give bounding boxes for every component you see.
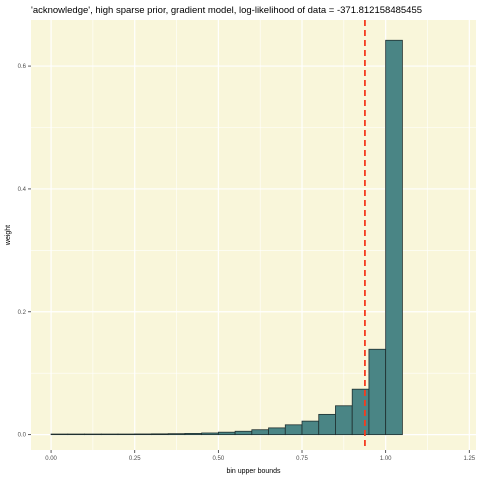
y-tick-label: 0.4 <box>18 187 27 193</box>
histogram-bar <box>301 420 320 436</box>
y-tick-label: 0.0 <box>18 433 27 439</box>
histogram-bar <box>318 413 336 436</box>
histogram-bar <box>84 433 102 436</box>
x-tick-label: 0.00 <box>45 456 57 462</box>
chart-title: 'acknowledge', high sparse prior, gradie… <box>31 5 422 16</box>
y-axis-label: weight <box>5 225 12 246</box>
histogram-bar <box>67 433 85 436</box>
x-axis-ticks: 0.00 0.25 0.50 0.75 1.00 1.25 <box>45 450 476 462</box>
y-tick-label: 0.2 <box>18 310 27 316</box>
x-tick-label: 0.50 <box>213 456 225 462</box>
histogram-bar <box>234 430 253 436</box>
histogram-bar <box>335 405 353 436</box>
y-tick-label: 0.6 <box>18 64 27 70</box>
histogram-bar <box>184 433 203 436</box>
histogram-bar <box>385 39 403 436</box>
x-tick-label: 1.25 <box>463 456 475 462</box>
histogram-bar <box>167 433 186 436</box>
histogram-bar <box>134 433 152 436</box>
grid-minor <box>31 20 476 450</box>
plot-panel <box>31 20 476 450</box>
histogram-bar <box>268 427 286 436</box>
histogram-bar <box>351 388 370 436</box>
histogram-bar <box>100 433 119 436</box>
y-axis-ticks: 0.0 0.2 0.4 0.6 <box>18 64 31 439</box>
histogram-bar <box>201 432 219 436</box>
histogram-bar <box>368 348 387 436</box>
histogram-bar <box>50 433 69 436</box>
x-axis-label: bin upper bounds <box>226 468 281 475</box>
x-tick-label: 0.75 <box>296 456 308 462</box>
x-tick-label: 1.00 <box>380 456 392 462</box>
histogram-bar <box>217 431 236 436</box>
histogram-bar <box>151 433 169 436</box>
histogram-bar <box>117 433 136 436</box>
bars <box>50 39 403 436</box>
histogram-bar <box>251 429 269 436</box>
x-tick-label: 0.25 <box>129 456 141 462</box>
histogram-bar <box>284 424 303 436</box>
